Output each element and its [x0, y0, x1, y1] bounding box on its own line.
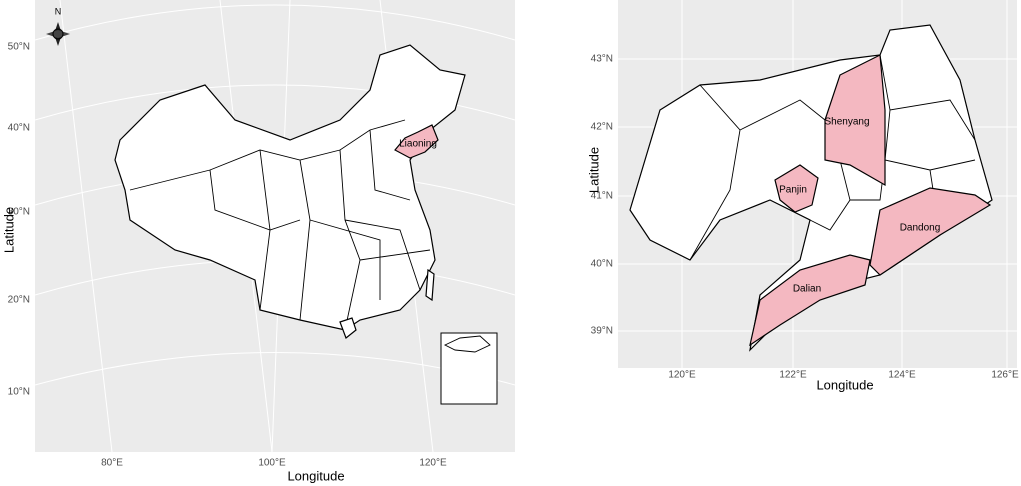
region-label: Liaoning	[399, 139, 437, 150]
china-map	[114, 44, 466, 339]
lon-tick-label: 80°E	[101, 458, 123, 469]
region-label: Dandong	[900, 223, 941, 234]
lon-tick-label: 100°E	[258, 458, 286, 469]
region-label: Panjin	[779, 185, 807, 196]
lon-tick-label: 126°E	[991, 370, 1019, 381]
lat-tick-label: 30°N	[8, 207, 30, 218]
lat-tick-label: 39°N	[591, 326, 613, 337]
inset-box	[440, 332, 498, 405]
lat-tick-label: 42°N	[591, 122, 613, 133]
lat-tick-label: 10°N	[8, 387, 30, 398]
lat-tick-label: 41°N	[591, 191, 613, 202]
liaoning-map	[629, 24, 993, 352]
x-axis-title: Longitude	[287, 468, 344, 483]
lat-tick-label: 43°N	[591, 54, 613, 65]
lat-tick-label: 40°N	[8, 123, 30, 134]
lon-tick-label: 124°E	[888, 370, 916, 381]
compass: N	[46, 6, 70, 46]
lon-tick-label: 120°E	[668, 370, 696, 381]
region-label: Dalian	[793, 284, 821, 295]
x-axis-title: Longitude	[816, 377, 873, 392]
lat-tick-label: 40°N	[591, 259, 613, 270]
lon-tick-label: 120°E	[419, 458, 447, 469]
lon-tick-label: 122°E	[779, 370, 807, 381]
inset-map	[443, 335, 491, 353]
y-axis-title: Latitude	[586, 147, 601, 193]
y-axis-title: Latitude	[1, 207, 16, 253]
region-label: Shenyang	[824, 117, 869, 128]
lat-tick-label: 50°N	[8, 42, 30, 53]
lat-tick-label: 20°N	[8, 295, 30, 306]
north-label: N	[55, 6, 62, 16]
